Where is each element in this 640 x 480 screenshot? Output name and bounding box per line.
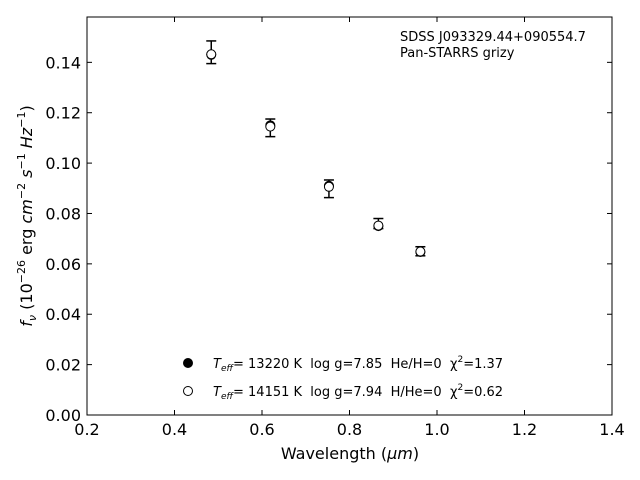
y-tick-label: 0.00: [45, 406, 81, 425]
model-he-point: [373, 220, 384, 231]
y-tick-label: 0.12: [45, 104, 81, 123]
x-axis-ticks: 0.2 0.4 0.6 0.8 1.0 1.2 1.4: [74, 17, 625, 439]
model-he-point: [206, 49, 217, 60]
x-tick-label: 1.2: [512, 420, 537, 439]
y-tick-label: 0.08: [45, 204, 81, 223]
y-tick-label: 0.02: [45, 356, 81, 375]
x-tick-label: 0.6: [249, 420, 274, 439]
plot-marks: [206, 40, 426, 258]
model-he-point: [323, 181, 334, 192]
x-tick-label: 0.8: [337, 420, 362, 439]
title-line-1: SDSS J093329.44+090554.7: [400, 30, 586, 45]
legend-marker-filled: [183, 358, 193, 368]
y-tick-label: 0.14: [45, 53, 81, 72]
title-line-2: Pan-STARRS grizy: [400, 46, 515, 61]
legend-marker-open: [183, 386, 193, 396]
model-he-point: [415, 246, 426, 257]
y-axis-ticks: 0.00 0.02 0.04 0.06 0.08 0.10 0.12 0.14: [45, 53, 612, 425]
y-tick-label: 0.10: [45, 154, 81, 173]
legend-entry-1: Teff= 13220 K log g=7.85 He/H=0 χ2=1.37: [213, 355, 503, 374]
legend: Teff= 13220 K log g=7.85 He/H=0 χ2=1.37 …: [183, 355, 503, 402]
model-he-point: [265, 121, 276, 132]
x-tick-label: 0.4: [162, 420, 187, 439]
x-tick-label: 0.2: [74, 420, 99, 439]
x-axis-label: Wavelength (μm): [281, 444, 419, 463]
y-axis-label: fν (10−26 erg cm−2 s−1 Hz−1): [15, 105, 39, 326]
x-tick-label: 1.0: [424, 420, 449, 439]
legend-entry-2: Teff= 14151 K log g=7.94 H/He=0 χ2=0.62: [213, 383, 503, 402]
y-tick-label: 0.04: [45, 305, 81, 324]
x-tick-label: 1.4: [599, 420, 624, 439]
plot-frame: [86, 16, 613, 416]
y-tick-label: 0.06: [45, 255, 81, 274]
